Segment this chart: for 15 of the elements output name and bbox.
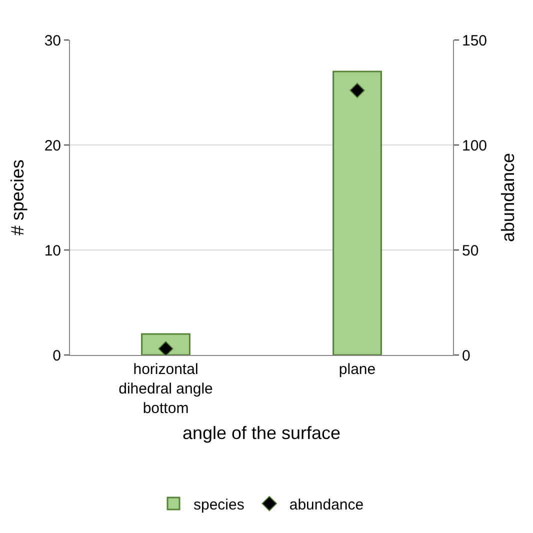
y-tick-label: 10 — [44, 242, 61, 260]
x-axis-title: angle of the surface — [182, 423, 341, 444]
y2-axis-title: abundance — [498, 152, 518, 242]
x-tick-label: horizontal dihedral angle bottom — [118, 361, 213, 417]
legend-label: abundance — [289, 496, 364, 514]
legend-label: species — [194, 496, 244, 514]
y-tick-label: 0 — [52, 347, 61, 364]
y2-tick-label: 0 — [462, 347, 470, 364]
y2-tick-label: 100 — [462, 137, 488, 154]
y-tick-label: 20 — [44, 137, 61, 154]
y2-tick-label: 50 — [462, 242, 479, 260]
y-tick-label: 30 — [44, 32, 61, 50]
y2-tick-label: 150 — [462, 32, 488, 50]
y-axis-title: # species — [8, 159, 28, 236]
x-tick-label: plane — [338, 361, 376, 378]
